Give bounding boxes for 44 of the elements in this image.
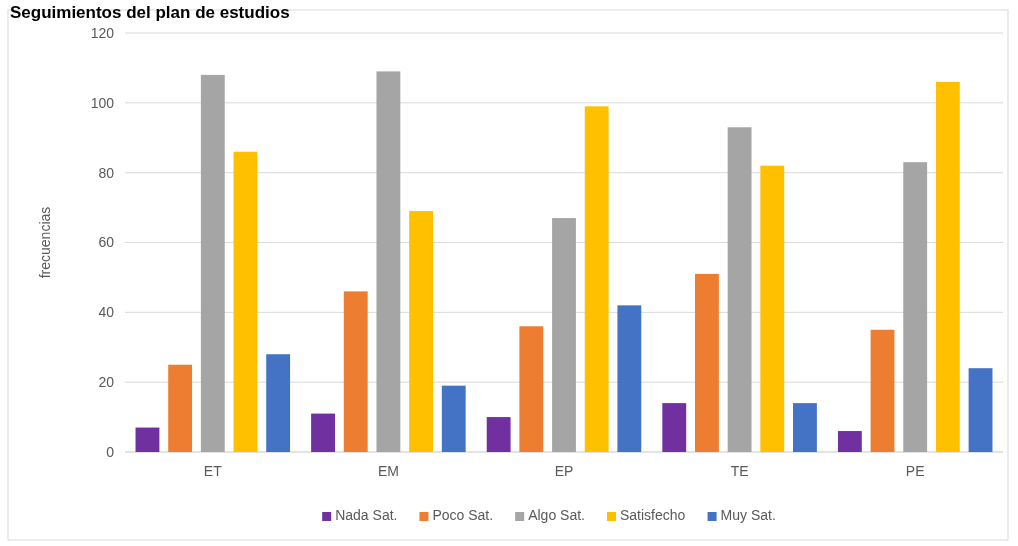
bar (837, 431, 862, 452)
chart-title: Seguimientos del plan de estudios (10, 3, 290, 22)
y-tick-label: 120 (90, 24, 115, 41)
y-tick-label: 80 (98, 164, 115, 181)
bar (266, 354, 291, 452)
x-tick-label: TE (730, 462, 749, 479)
bar (695, 273, 719, 452)
x-tick-label: EM (377, 462, 399, 479)
y-tick-label: 20 (98, 374, 115, 391)
bar (552, 218, 576, 452)
bar (584, 106, 609, 452)
bar (935, 81, 960, 452)
bar (870, 329, 895, 452)
bar (376, 71, 401, 452)
bar (968, 368, 993, 452)
bar (200, 74, 225, 452)
x-tick-label: EP (554, 462, 574, 479)
bar (793, 403, 817, 452)
x-tick-label: ET (203, 462, 223, 479)
y-tick-label: 0 (106, 443, 115, 460)
x-tick-label: PE (905, 462, 925, 479)
bar (233, 151, 258, 452)
legend-label: Algo Sat. (528, 507, 585, 523)
bar (760, 165, 785, 452)
y-tick-label: 100 (90, 94, 115, 111)
bar (135, 427, 160, 452)
bar (519, 326, 544, 452)
bar (727, 127, 752, 452)
bar (662, 403, 687, 452)
bar (903, 162, 928, 452)
legend-label: Satisfecho (619, 507, 686, 523)
legend-label: Muy Sat. (720, 507, 776, 523)
bar (409, 211, 433, 452)
legend-label: Poco Sat. (432, 507, 494, 523)
bar (617, 305, 642, 452)
y-tick-label: 60 (98, 234, 115, 251)
y-axis-title: frecuencias (37, 206, 53, 279)
bar (311, 413, 335, 452)
y-tick-label: 40 (98, 304, 115, 321)
bar (441, 385, 466, 452)
bar (486, 417, 511, 452)
bar (343, 291, 368, 452)
bar (168, 364, 193, 452)
legend-label: Nada Sat. (335, 507, 398, 523)
